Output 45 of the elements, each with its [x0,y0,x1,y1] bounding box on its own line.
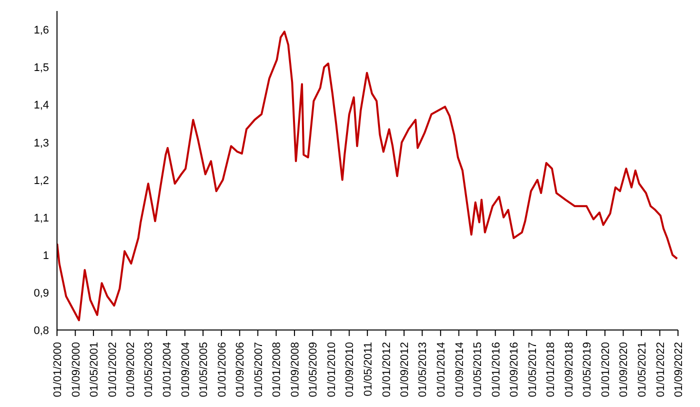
x-tick-label: 01/09/2014 [454,342,466,398]
x-tick-label: 01/01/2004 [162,342,174,398]
x-tick-label: 01/05/2013 [417,342,430,398]
x-tick-label: 01/05/2017 [526,342,539,398]
x-tick-label: 01/09/2018 [563,342,576,398]
x-tick-label: 01/09/2012 [399,342,412,398]
x-tick-label: 01/05/2019 [582,342,594,398]
y-tick-label: 1,4 [34,100,49,112]
x-tick-label: 01/05/2001 [88,342,100,398]
y-tick-label: 0,8 [34,324,49,337]
x-tick-label: 01/01/2006 [216,342,228,398]
x-tick-label: 01/01/2014 [436,342,448,398]
y-tick-label: 1 [42,250,49,262]
x-tick-label: 01/05/2007 [252,342,265,398]
x-tick-label: 01/01/2012 [380,342,393,398]
x-tick-label: 01/05/2005 [198,342,210,398]
x-tick-label: 01/09/2016 [508,342,521,398]
x-tick-label: 01/05/2011 [362,342,374,396]
line-series [57,30,678,322]
y-tick-label: 0,9 [34,287,49,300]
x-tick-label: 01/01/2020 [600,342,612,398]
x-tick-label: 01/01/2018 [545,342,558,398]
y-tick-label: 1,2 [34,174,49,187]
x-tick-label: 01/01/2000 [52,342,64,398]
y-tick-label: 1,1 [34,212,49,224]
x-tick-label: 01/01/2002 [106,342,119,398]
y-tick-label: 1,6 [34,24,49,37]
x-tick-label: 01/09/2000 [70,342,82,398]
x-tick-label: 01/09/2022 [673,342,685,398]
x-tick-label: 01/05/2003 [143,342,156,398]
x-tick-label: 01/05/2015 [472,342,484,398]
x-tick-label: 01/09/2004 [180,342,192,398]
y-tick-label: 1,3 [34,137,49,150]
x-tick-label: 01/09/2020 [618,342,630,398]
x-tick-label: 01/09/2010 [344,342,356,398]
x-tick-label: 01/01/2022 [654,342,667,398]
y-tick-label: 1,5 [34,62,49,74]
x-tick-label: 01/01/2010 [326,342,338,398]
x-tick-label: 01/01/2008 [271,342,284,398]
x-tick-label: 01/09/2008 [289,342,302,398]
x-tick-label: 01/05/2021 [636,342,648,398]
x-tick-label: 01/01/2016 [490,342,502,398]
x-tick-label: 01/09/2002 [125,342,138,398]
x-tick-label: 01/09/2006 [234,342,247,398]
x-tick-label: 01/05/2009 [308,342,320,398]
